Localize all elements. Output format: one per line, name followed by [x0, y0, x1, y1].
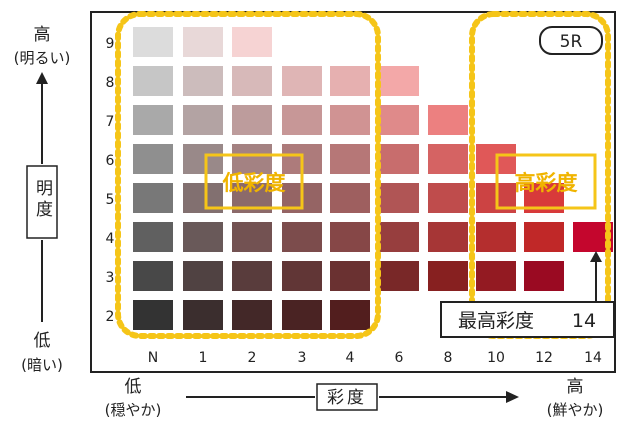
low-chroma-label-box [204, 153, 304, 210]
color-chip-v7-c3 [282, 105, 322, 135]
color-chip-v3-c3 [282, 261, 322, 291]
color-chip-v7-cN [133, 105, 173, 135]
value-axis-high: 高 [34, 25, 51, 45]
max-chroma-callout-label: 最高彩度 [458, 310, 534, 332]
color-chip-v3-c8 [428, 261, 468, 291]
value-axis-low-note: (暗い) [21, 356, 63, 374]
chroma-level-label: 12 [535, 350, 553, 366]
value-level-label: 2 [106, 309, 115, 325]
color-chip-v6-c4 [330, 144, 370, 174]
max-chroma-callout-value: 14 [572, 310, 596, 332]
chroma-level-label: 2 [248, 350, 257, 366]
color-chip-v8-c6 [379, 66, 419, 96]
color-chip-v6-c8 [428, 144, 468, 174]
value-level-label: 8 [106, 75, 115, 91]
color-chip-v4-c1 [183, 222, 223, 252]
color-chip-v4-c4 [330, 222, 370, 252]
color-chip-v8-c4 [330, 66, 370, 96]
color-chip-v3-cN [133, 261, 173, 291]
color-chip-v4-c2 [232, 222, 272, 252]
color-chip-v4-c10 [476, 222, 516, 252]
low-chroma-label: 低彩度 [222, 171, 286, 195]
color-chip-v8-c2 [232, 66, 272, 96]
color-chip-v5-cN [133, 183, 173, 213]
value-axis-low: 低 [34, 331, 51, 351]
color-chip-v3-c10 [476, 261, 516, 291]
color-chip-v7-c6 [379, 105, 419, 135]
color-chip-v3-c12 [524, 261, 564, 291]
color-chip-v9-c1 [183, 27, 223, 57]
high-chroma-label-box [495, 153, 597, 210]
value-level-label: 4 [106, 231, 115, 247]
value-level-label: 9 [106, 36, 115, 52]
color-chip-v8-c1 [183, 66, 223, 96]
color-chip-v2-c4 [330, 300, 370, 330]
chroma-level-label: 6 [395, 350, 404, 366]
chroma-axis-label-box [316, 383, 378, 411]
value-level-labels: 2 3 4 5 6 7 8 9 [106, 36, 115, 325]
color-chip-v4-c8 [428, 222, 468, 252]
chroma-axis-arrowhead [506, 391, 519, 403]
color-chip-v2-c2 [232, 300, 272, 330]
low-chroma-region [115, 11, 381, 339]
chroma-level-label: 14 [584, 350, 602, 366]
chroma-axis-label: 彩度 [327, 388, 367, 408]
chroma-axis-high: 高 [567, 377, 584, 397]
hue-badge [539, 26, 603, 55]
color-chip-v5-c8 [428, 183, 468, 213]
value-level-label: 3 [106, 270, 115, 286]
color-chip-v6-c1 [183, 144, 223, 174]
color-chip-v3-c4 [330, 261, 370, 291]
chroma-axis-low-note: (穏やか) [105, 401, 162, 419]
color-chip-v5-c4 [330, 183, 370, 213]
color-chip-v8-cN [133, 66, 173, 96]
color-chip-v2-c3 [282, 300, 322, 330]
chroma-level-label: 8 [444, 350, 453, 366]
color-chip-v3-c1 [183, 261, 223, 291]
chroma-axis-high-note: (鮮やか) [547, 401, 604, 419]
chroma-level-labels: N 1 2 3 4 6 8 10 12 14 [148, 350, 602, 366]
color-chip-v7-c2 [232, 105, 272, 135]
color-chip-v9-cN [133, 27, 173, 57]
color-chip-v8-c3 [282, 66, 322, 96]
color-chip-v5-c6 [379, 183, 419, 213]
max-chroma-callout-box [440, 301, 615, 338]
color-chip-v7-c4 [330, 105, 370, 135]
callout-arrowhead [590, 251, 602, 262]
color-chip-v3-c2 [232, 261, 272, 291]
color-chip-v4-c3 [282, 222, 322, 252]
color-chip-v6-c2 [232, 144, 272, 174]
value-level-label: 7 [106, 114, 115, 130]
value-level-label: 5 [106, 192, 115, 208]
chroma-level-label: N [148, 350, 158, 366]
color-chip-v4-cN [133, 222, 173, 252]
value-axis-arrowhead [36, 72, 48, 84]
chroma-axis-low: 低 [125, 377, 142, 397]
color-chip-v9-c2 [232, 27, 272, 57]
color-chip-v4-c6 [379, 222, 419, 252]
chroma-level-label: 10 [487, 350, 505, 366]
color-chip-v7-c8 [428, 105, 468, 135]
hue-label: 5R [560, 32, 583, 52]
color-chip-grid [133, 27, 613, 330]
value-axis-high-note: (明るい) [14, 49, 71, 67]
value-axis-label-box [26, 165, 58, 239]
color-chip-v2-c1 [183, 300, 223, 330]
color-chip-v3-c6 [379, 261, 419, 291]
high-chroma-label: 高彩度 [515, 171, 578, 195]
chroma-level-label: 3 [298, 350, 307, 366]
chroma-level-label: 1 [199, 350, 208, 366]
color-chip-v2-cN [133, 300, 173, 330]
color-chip-v6-cN [133, 144, 173, 174]
value-axis-label: 明度 [32, 179, 53, 221]
color-chip-v7-c1 [183, 105, 223, 135]
color-chip-v4-c12 [524, 222, 564, 252]
value-level-label: 6 [106, 153, 115, 169]
chroma-level-label: 4 [346, 350, 355, 366]
color-chip-v6-c6 [379, 144, 419, 174]
